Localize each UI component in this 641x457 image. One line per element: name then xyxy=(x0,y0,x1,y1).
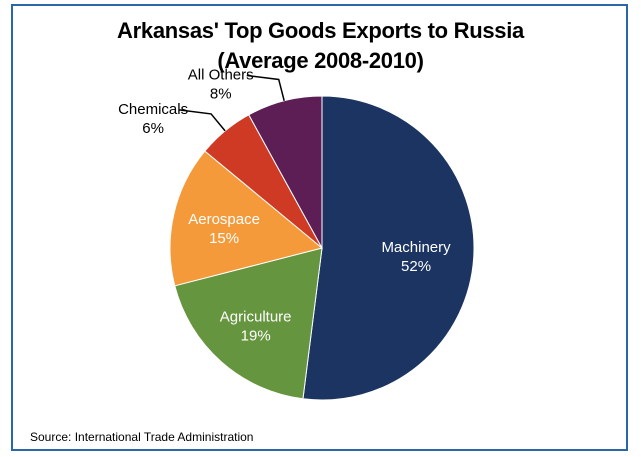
slice-value-aerospace: 15% xyxy=(209,230,239,247)
slice-label-chemicals: Chemicals xyxy=(118,101,188,118)
leader-line-chemicals xyxy=(178,109,226,132)
pie-slice-aerospace xyxy=(169,150,324,287)
slice-value-agriculture: 19% xyxy=(241,327,271,344)
slice-labels: Machinery 52% Agriculture 19% Aerospace 15% Ch… xyxy=(118,66,451,344)
pie-slice-agriculture xyxy=(174,247,323,400)
source-note: Source: International Trade Administrati… xyxy=(30,430,254,444)
chart-subtitle: (Average 2008-2010) xyxy=(217,48,424,73)
pie-slices xyxy=(169,95,475,401)
leader-lines xyxy=(178,74,285,132)
slice-label-all-others: All Others xyxy=(188,66,254,83)
pie-slice-machinery xyxy=(302,95,475,401)
slice-label-machinery: Machinery xyxy=(381,239,451,256)
slice-label-aerospace: Aerospace xyxy=(188,211,260,228)
slice-value-chemicals: 6% xyxy=(142,120,164,137)
slice-value-machinery: 52% xyxy=(401,258,431,275)
slice-label-agriculture: Agriculture xyxy=(220,308,292,325)
leader-line-all-others xyxy=(246,74,285,101)
chart-title: Arkansas' Top Goods Exports to Russia xyxy=(117,18,524,43)
slice-value-all-others: 8% xyxy=(210,85,232,102)
